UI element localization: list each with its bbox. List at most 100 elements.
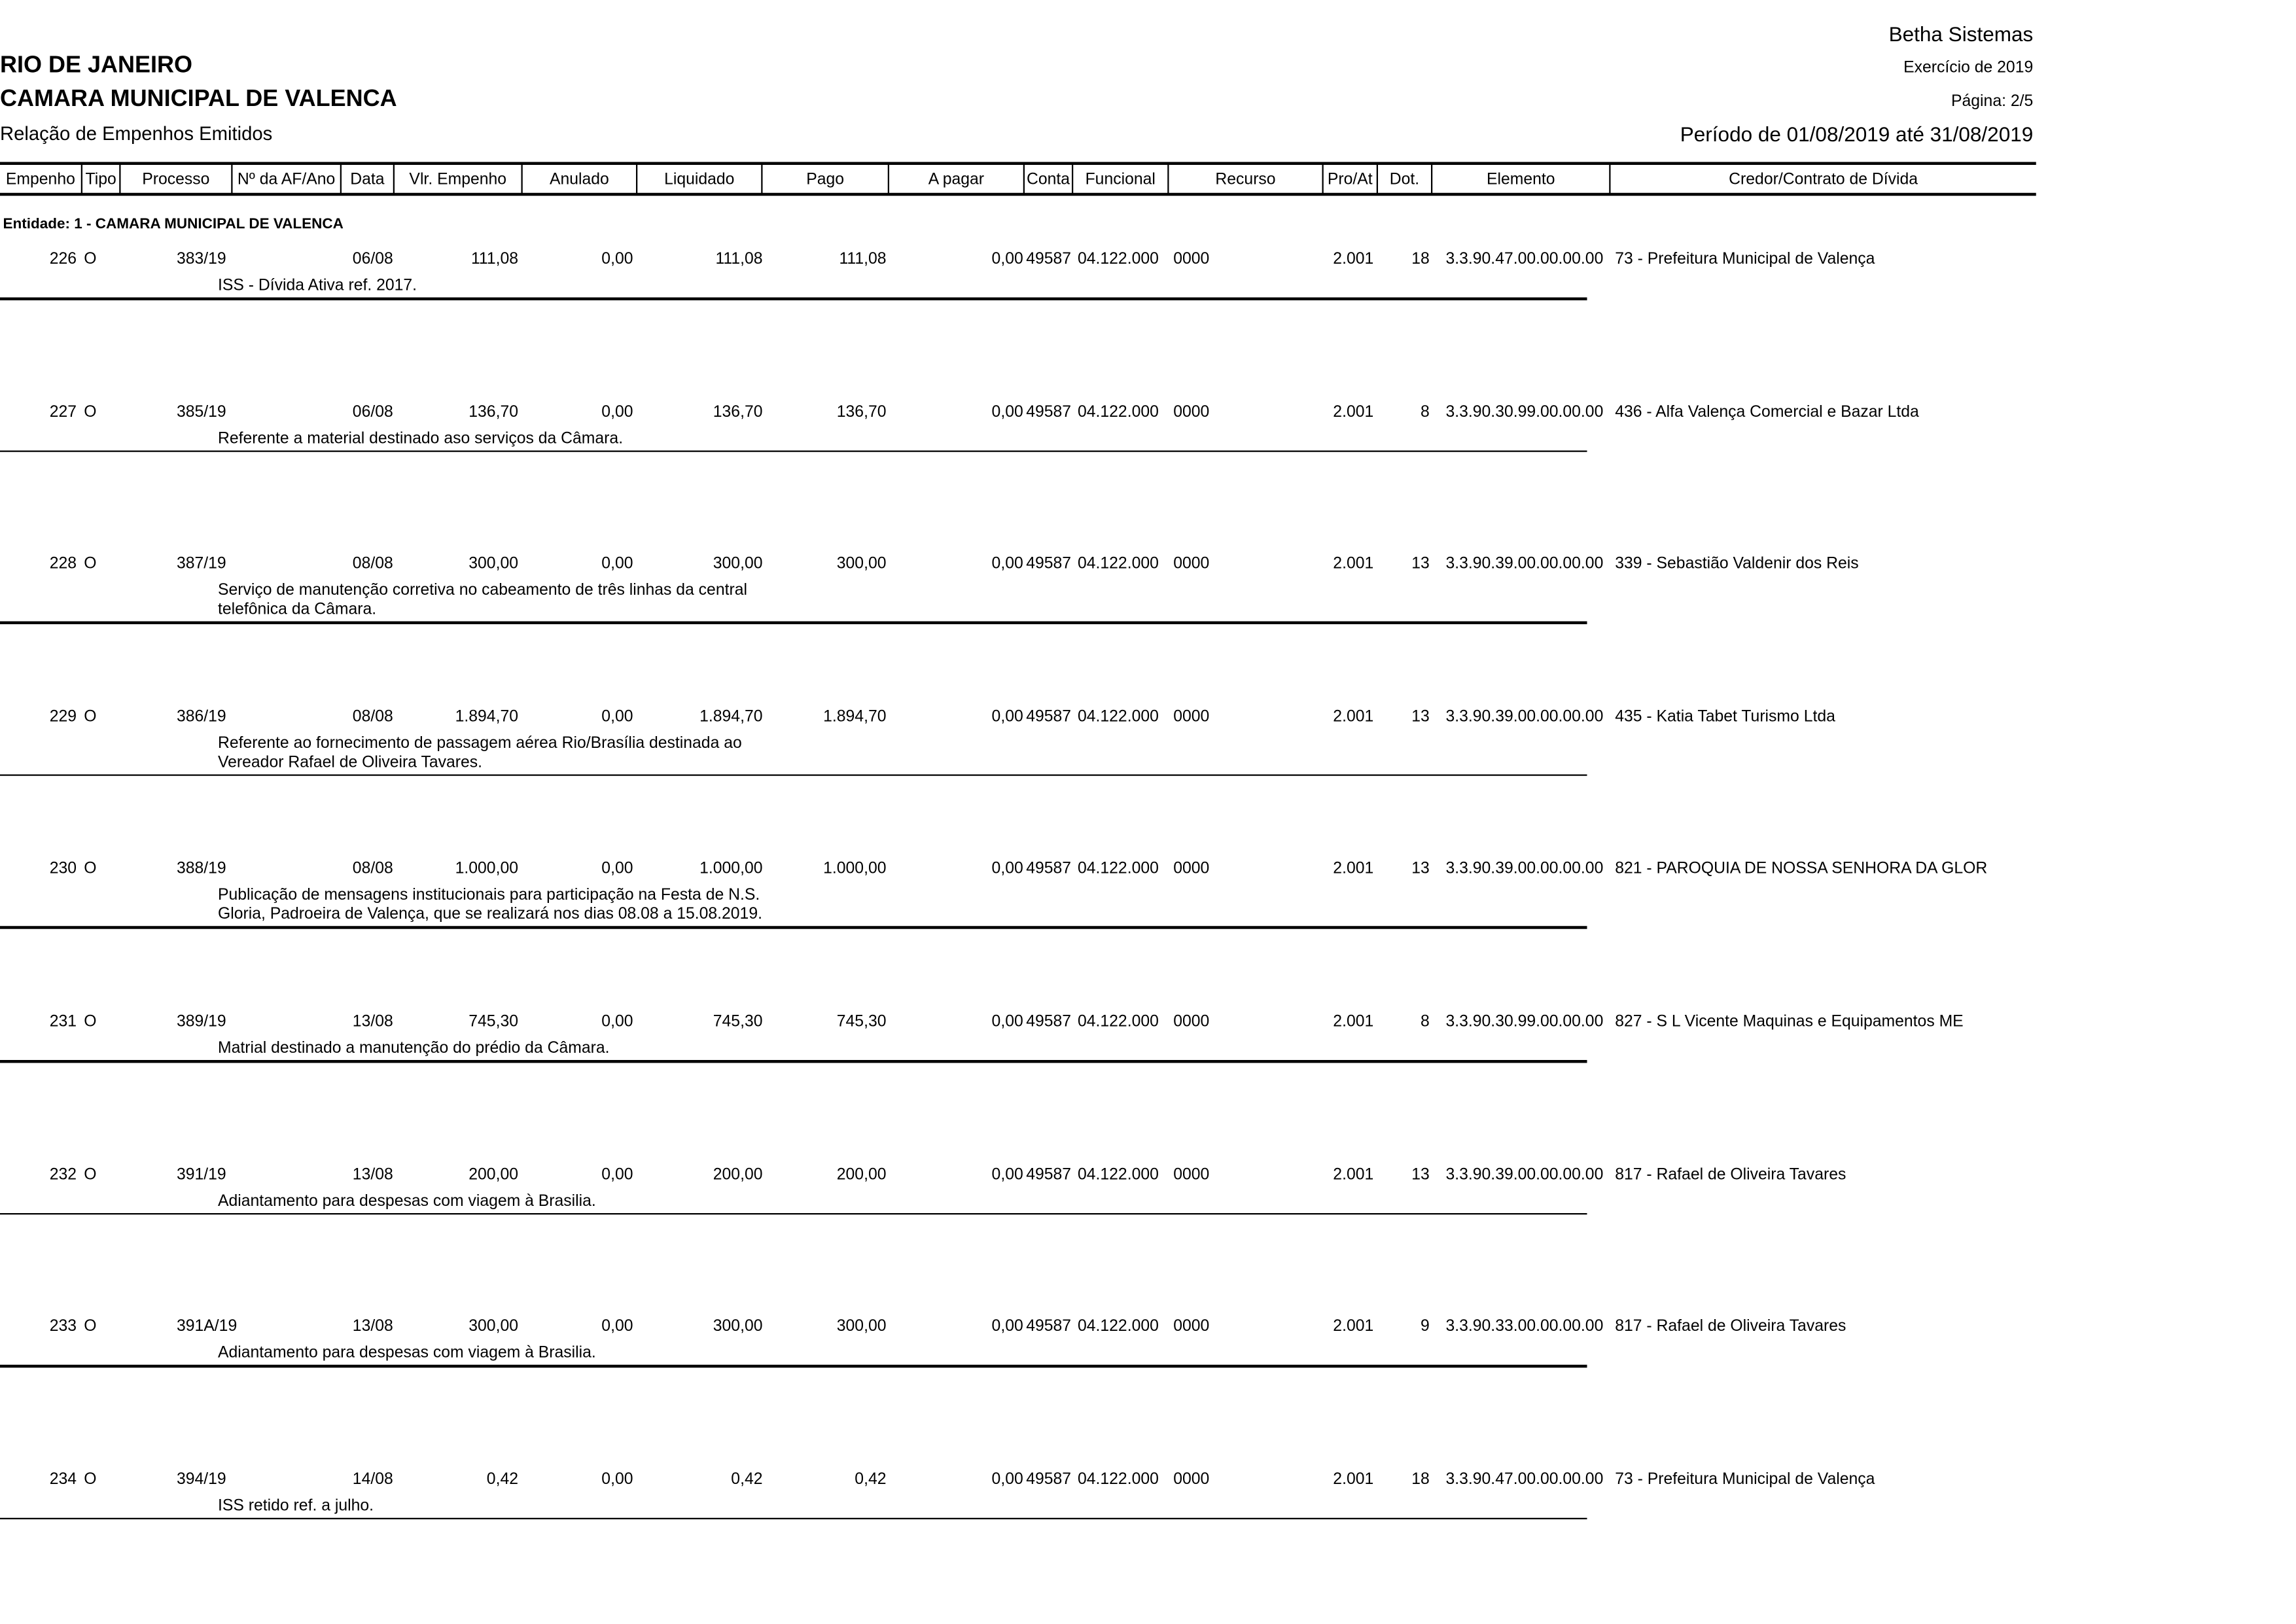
column-header: Tipo: [80, 165, 120, 194]
cell-processo: 391/19: [177, 1165, 226, 1184]
cell-dot: 13: [1411, 1165, 1430, 1184]
cell-pago: 300,00: [836, 1318, 887, 1336]
cell-apagar: 0,00: [991, 707, 1023, 726]
cell-liquidado: 111,08: [715, 250, 763, 268]
cell-pago: 111,08: [839, 250, 887, 268]
cell-elemento: 3.3.90.30.99.00.00.00: [1445, 1013, 1604, 1031]
cell-conta: 49587: [1026, 555, 1072, 573]
cell-recurso: 0000: [1173, 402, 1210, 421]
cell-liquidado: 1.894,70: [699, 707, 763, 726]
cell-dot: 8: [1420, 1013, 1430, 1031]
cell-processo: 389/19: [177, 1013, 226, 1031]
cell-tipo: O: [84, 1013, 97, 1031]
cell-funcional: 04.122.000: [1078, 1013, 1159, 1031]
cell-elemento: 3.3.90.33.00.00.00.00: [1445, 1318, 1604, 1336]
cell-recurso: 0000: [1173, 555, 1210, 573]
cell-recurso: 0000: [1173, 1013, 1210, 1031]
cell-recurso: 0000: [1173, 707, 1210, 726]
cell-vlr: 111,08: [470, 250, 518, 268]
cell-proat: 2.001: [1333, 1013, 1374, 1031]
cell-anulado: 0,00: [601, 1165, 633, 1184]
cell-tipo: O: [84, 1165, 97, 1184]
cell-conta: 49587: [1026, 860, 1072, 878]
cell-empenho: 231: [49, 1013, 77, 1031]
cell-elemento: 3.3.90.47.00.00.00.00: [1445, 250, 1604, 268]
row-description: Adiantamento para despesas com viagem à …: [218, 1192, 596, 1210]
column-header: Conta: [1023, 165, 1072, 194]
cell-anulado: 0,00: [601, 555, 633, 573]
cell-recurso: 0000: [1173, 1470, 1210, 1489]
row-separator: [0, 1060, 1587, 1063]
row-separator: [0, 621, 1587, 624]
cell-vlr: 136,70: [468, 402, 518, 421]
column-header: A pagar: [887, 165, 1023, 194]
cell-vlr: 0,42: [486, 1470, 518, 1489]
row-description: Adiantamento para despesas com viagem à …: [218, 1344, 596, 1362]
cell-liquidado: 300,00: [713, 1318, 763, 1336]
vendor-name: Betha Sistemas: [1888, 22, 2034, 46]
cell-anulado: 0,00: [601, 250, 633, 268]
cell-proat: 2.001: [1333, 1165, 1374, 1184]
row-description: Matrial destinado a manutenção do prédio…: [218, 1039, 610, 1057]
column-header: Vlr. Empenho: [393, 165, 521, 194]
cell-credor: 73 - Prefeitura Municipal de Valença: [1615, 1470, 1875, 1489]
cell-dot: 9: [1420, 1318, 1430, 1336]
cell-conta: 49587: [1026, 707, 1072, 726]
cell-vlr: 200,00: [468, 1165, 518, 1184]
column-header: Nº da AF/Ano: [231, 165, 340, 194]
cell-funcional: 04.122.000: [1078, 707, 1159, 726]
cell-empenho: 226: [49, 250, 77, 268]
cell-proat: 2.001: [1333, 402, 1374, 421]
cell-anulado: 0,00: [601, 1318, 633, 1336]
cell-credor: 339 - Sebastião Valdenir dos Reis: [1615, 555, 1859, 573]
column-header: Pro/At: [1322, 165, 1377, 194]
row-description: ISS - Dívida Ativa ref. 2017.: [218, 277, 417, 294]
cell-processo: 394/19: [177, 1470, 226, 1489]
cell-liquidado: 200,00: [713, 1165, 763, 1184]
entity-title: CAMARA MUNICIPAL DE VALENCA: [0, 86, 397, 112]
row-separator: [0, 450, 1587, 452]
row-separator: [0, 774, 1587, 777]
cell-recurso: 0000: [1173, 860, 1210, 878]
column-header: Liquidado: [636, 165, 761, 194]
cell-elemento: 3.3.90.39.00.00.00.00: [1445, 707, 1604, 726]
column-header: Pago: [761, 165, 888, 194]
cell-apagar: 0,00: [991, 1470, 1023, 1489]
cell-data: 06/08: [352, 402, 393, 421]
cell-recurso: 0000: [1173, 1318, 1210, 1336]
cell-recurso: 0000: [1173, 250, 1210, 268]
cell-credor: 435 - Katia Tabet Turismo Ltda: [1615, 707, 1835, 726]
cell-anulado: 0,00: [601, 402, 633, 421]
cell-processo: 383/19: [177, 250, 226, 268]
cell-empenho: 227: [49, 402, 77, 421]
cell-vlr: 300,00: [468, 555, 518, 573]
cell-data: 13/08: [352, 1165, 393, 1184]
cell-proat: 2.001: [1333, 707, 1374, 726]
cell-funcional: 04.122.000: [1078, 555, 1159, 573]
row-description: ISS retido ref. a julho.: [218, 1496, 374, 1515]
cell-processo: 391A/19: [177, 1318, 238, 1336]
cell-liquidado: 1.000,00: [699, 860, 763, 878]
cell-conta: 49587: [1026, 1013, 1072, 1031]
cell-empenho: 234: [49, 1470, 77, 1489]
cell-funcional: 04.122.000: [1078, 860, 1159, 878]
cell-apagar: 0,00: [991, 555, 1023, 573]
cell-dot: 18: [1411, 1470, 1430, 1489]
header-bottom-rule: [0, 192, 2036, 196]
cell-anulado: 0,00: [601, 860, 633, 878]
cell-credor: 73 - Prefeitura Municipal de Valença: [1615, 250, 1875, 268]
state-name: RIO DE JANEIRO: [0, 53, 193, 79]
cell-liquidado: 300,00: [713, 555, 763, 573]
cell-vlr: 1.894,70: [455, 707, 518, 726]
cell-funcional: 04.122.000: [1078, 402, 1159, 421]
cell-liquidado: 136,70: [713, 402, 763, 421]
cell-data: 08/08: [352, 555, 393, 573]
cell-conta: 49587: [1026, 1470, 1072, 1489]
cell-vlr: 300,00: [468, 1318, 518, 1336]
cell-proat: 2.001: [1333, 250, 1374, 268]
cell-elemento: 3.3.90.39.00.00.00.00: [1445, 555, 1604, 573]
report-title: Relação de Empenhos Emitidos: [0, 122, 273, 145]
cell-tipo: O: [84, 707, 97, 726]
column-header: Recurso: [1167, 165, 1322, 194]
